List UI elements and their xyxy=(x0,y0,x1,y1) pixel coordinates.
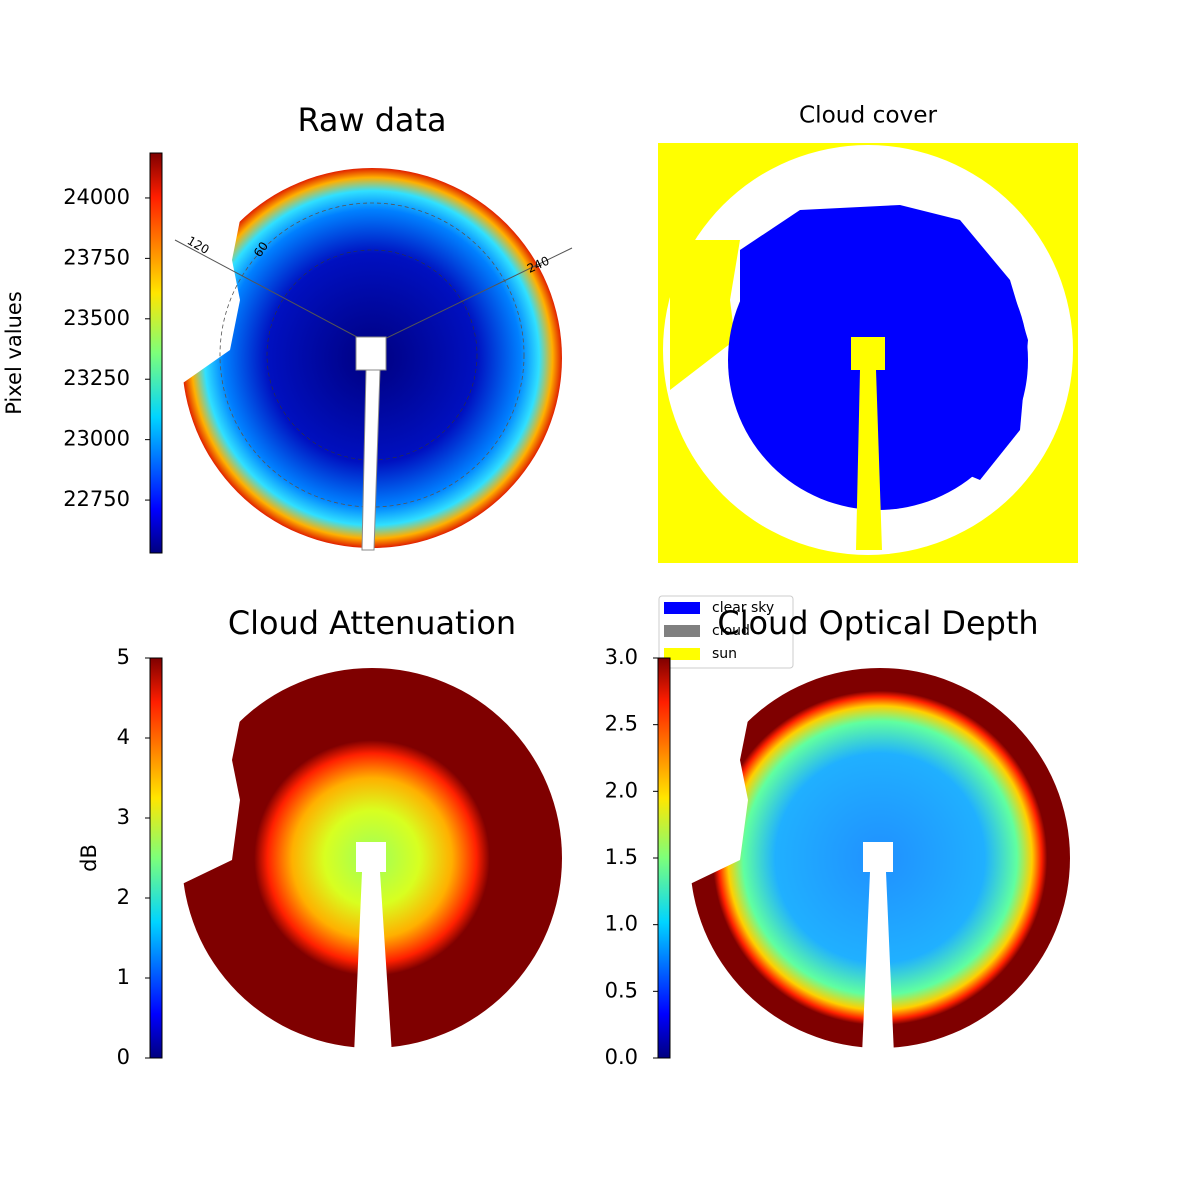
colorbar-tick-label: 23250 xyxy=(63,366,130,390)
colorbar-tick-label: 0 xyxy=(117,1045,130,1069)
colorbar-tick-label: 23500 xyxy=(63,306,130,330)
colorbar-tick-label: 0.5 xyxy=(605,978,638,1002)
panel-title: Cloud cover xyxy=(799,102,938,129)
colorbar-tick-label: 3.0 xyxy=(605,645,638,669)
colorbar-tick-label: 2.0 xyxy=(605,778,638,802)
legend-label: clear sky xyxy=(712,600,774,616)
colorbar-tick-label: 1.5 xyxy=(605,845,638,869)
panel-title: Raw data xyxy=(297,101,446,139)
panel-title: Cloud Attenuation xyxy=(228,604,516,642)
colorbar-tick-label: 2 xyxy=(117,885,130,909)
colorbar-tick-label: 1.0 xyxy=(605,912,638,936)
optical-depth-image xyxy=(688,668,1070,1055)
colorbar xyxy=(149,657,163,1059)
legend-swatch xyxy=(664,648,700,660)
colorbar xyxy=(657,657,671,1059)
legend-swatch xyxy=(664,602,700,614)
raw-image xyxy=(174,168,573,551)
colorbar-tick-label: 23750 xyxy=(63,245,130,269)
colorbar-tick-label: 5 xyxy=(117,645,130,669)
colorbar-tick-label: 1 xyxy=(117,965,130,989)
colorbar-tick-label: 23000 xyxy=(63,427,130,451)
legend-label: sun xyxy=(712,646,737,662)
colorbar-tick-label: 22750 xyxy=(63,487,130,511)
colorbar-tick-label: 4 xyxy=(117,725,130,749)
cloud-cover-image xyxy=(658,143,1078,563)
attenuation-image xyxy=(180,668,562,1055)
legend-label: cloud xyxy=(712,623,750,639)
legend-swatch xyxy=(664,625,700,637)
colorbar-label: Pixel values xyxy=(2,291,26,415)
colorbar-tick-label: 0.0 xyxy=(605,1045,638,1069)
colorbar-tick-label: 3 xyxy=(117,805,130,829)
panel-title: Cloud Optical Depth xyxy=(717,604,1038,642)
colorbar-tick-label: 24000 xyxy=(63,185,130,209)
colorbar-label: dB xyxy=(77,844,101,872)
colorbar-tick-label: 2.5 xyxy=(605,712,638,736)
colorbar xyxy=(149,152,163,554)
